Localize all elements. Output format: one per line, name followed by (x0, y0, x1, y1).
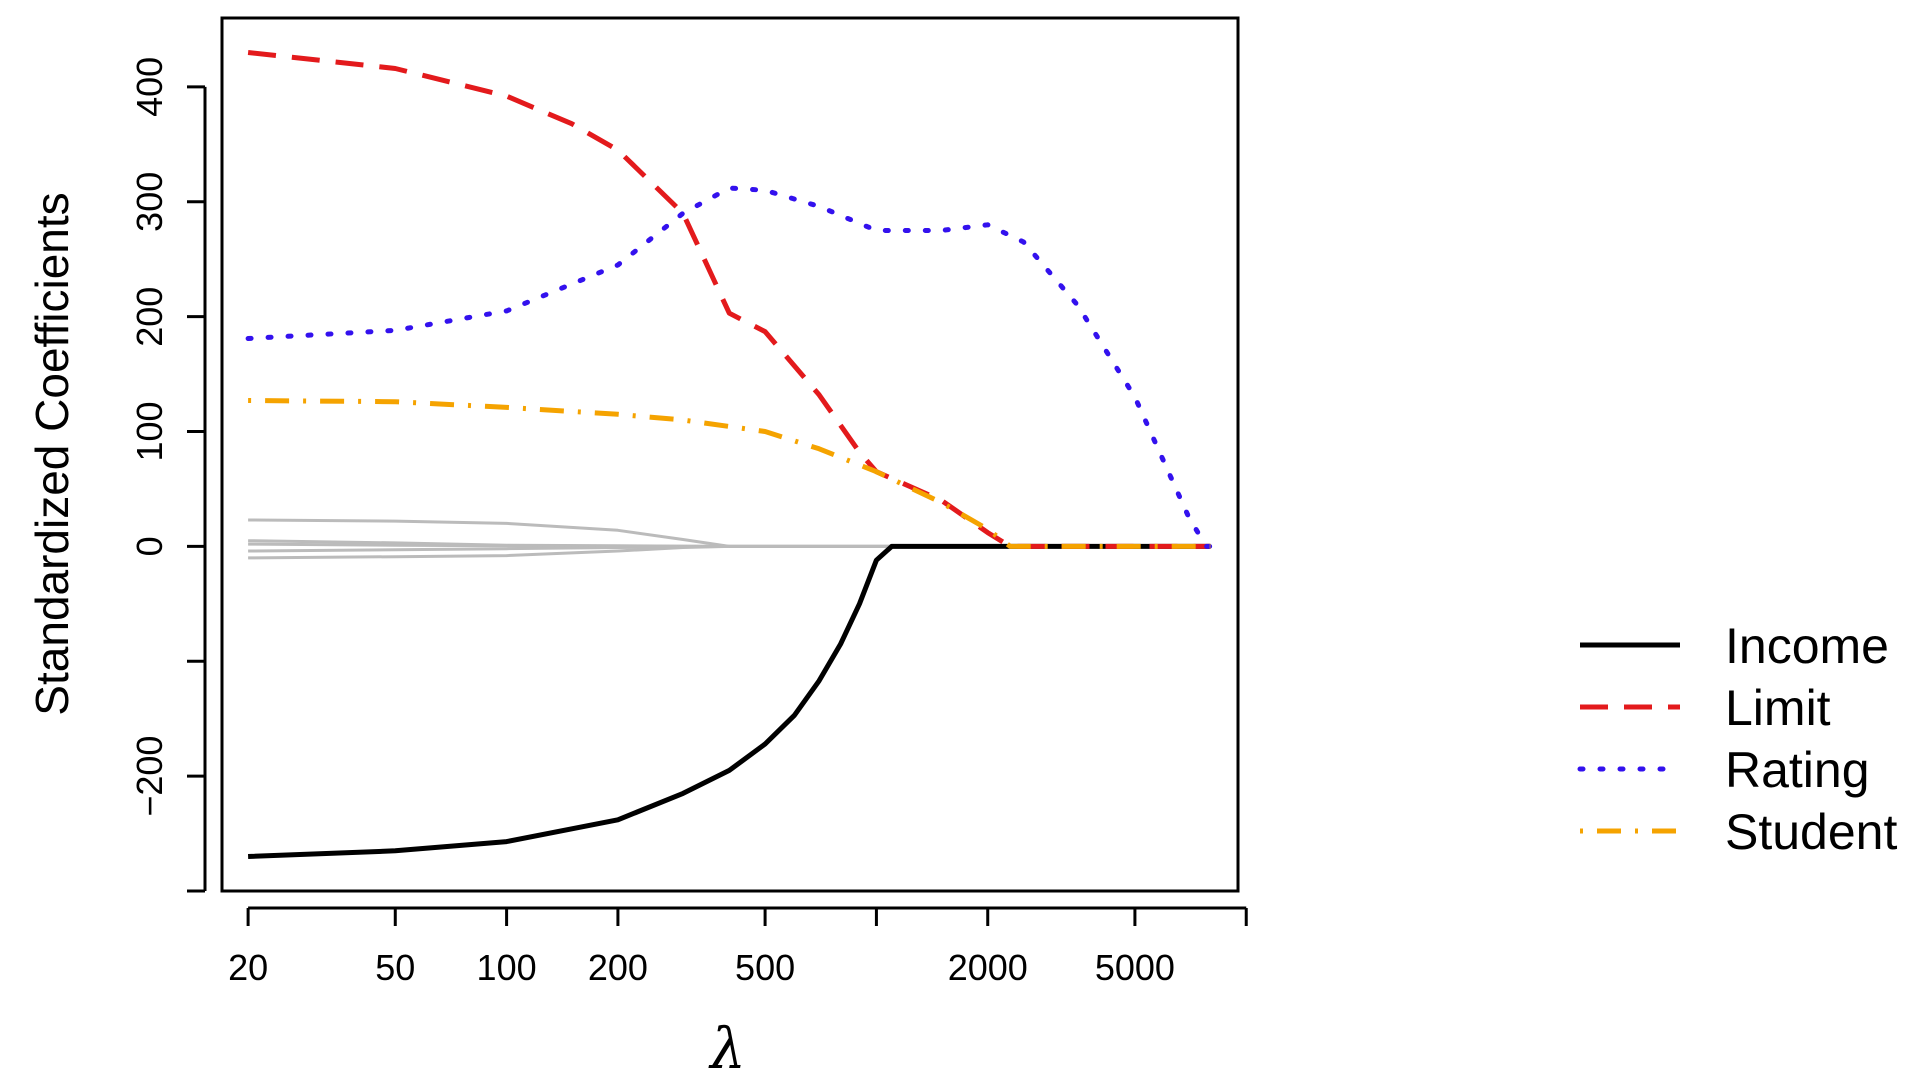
x-tick-label: 100 (477, 947, 537, 988)
x-tick-label: 2000 (948, 947, 1028, 988)
x-tick-label: 500 (735, 947, 795, 988)
x-axis-title: λ (708, 1017, 746, 1082)
series-line-rating (245, 185, 1213, 549)
y-tick-label: 300 (129, 172, 170, 232)
y-tick-label: 100 (129, 401, 170, 461)
legend-label-limit: Limit (1725, 680, 1831, 736)
y-tick-label: 0 (129, 536, 170, 556)
legend-label-student: Student (1725, 804, 1897, 860)
x-tick-label: 20 (228, 947, 268, 988)
y-tick-label: −200 (129, 736, 170, 817)
series-line-other-8 (248, 544, 1211, 560)
series-line-income (248, 543, 1211, 859)
x-tick-label: 50 (375, 947, 415, 988)
series-line-student (248, 398, 1211, 549)
legend-label-income: Income (1725, 618, 1889, 674)
series-line-limit (247, 50, 1211, 549)
y-tick-label: 400 (129, 57, 170, 117)
x-tick-label: 5000 (1095, 947, 1175, 988)
legend: Income Limit Rating Student (1577, 618, 1897, 860)
legend-label-rating: Rating (1725, 742, 1870, 798)
plot-frame (220, 16, 1240, 893)
x-tick-label: 200 (588, 947, 648, 988)
y-axis-title: Standardized Coefficients (26, 192, 78, 715)
y-tick-label: 200 (129, 287, 170, 347)
series-layer (245, 50, 1213, 859)
axes-layer: 20 50 100 200 500 2000 5000 −200 0 100 200 300 400 (129, 57, 1248, 988)
